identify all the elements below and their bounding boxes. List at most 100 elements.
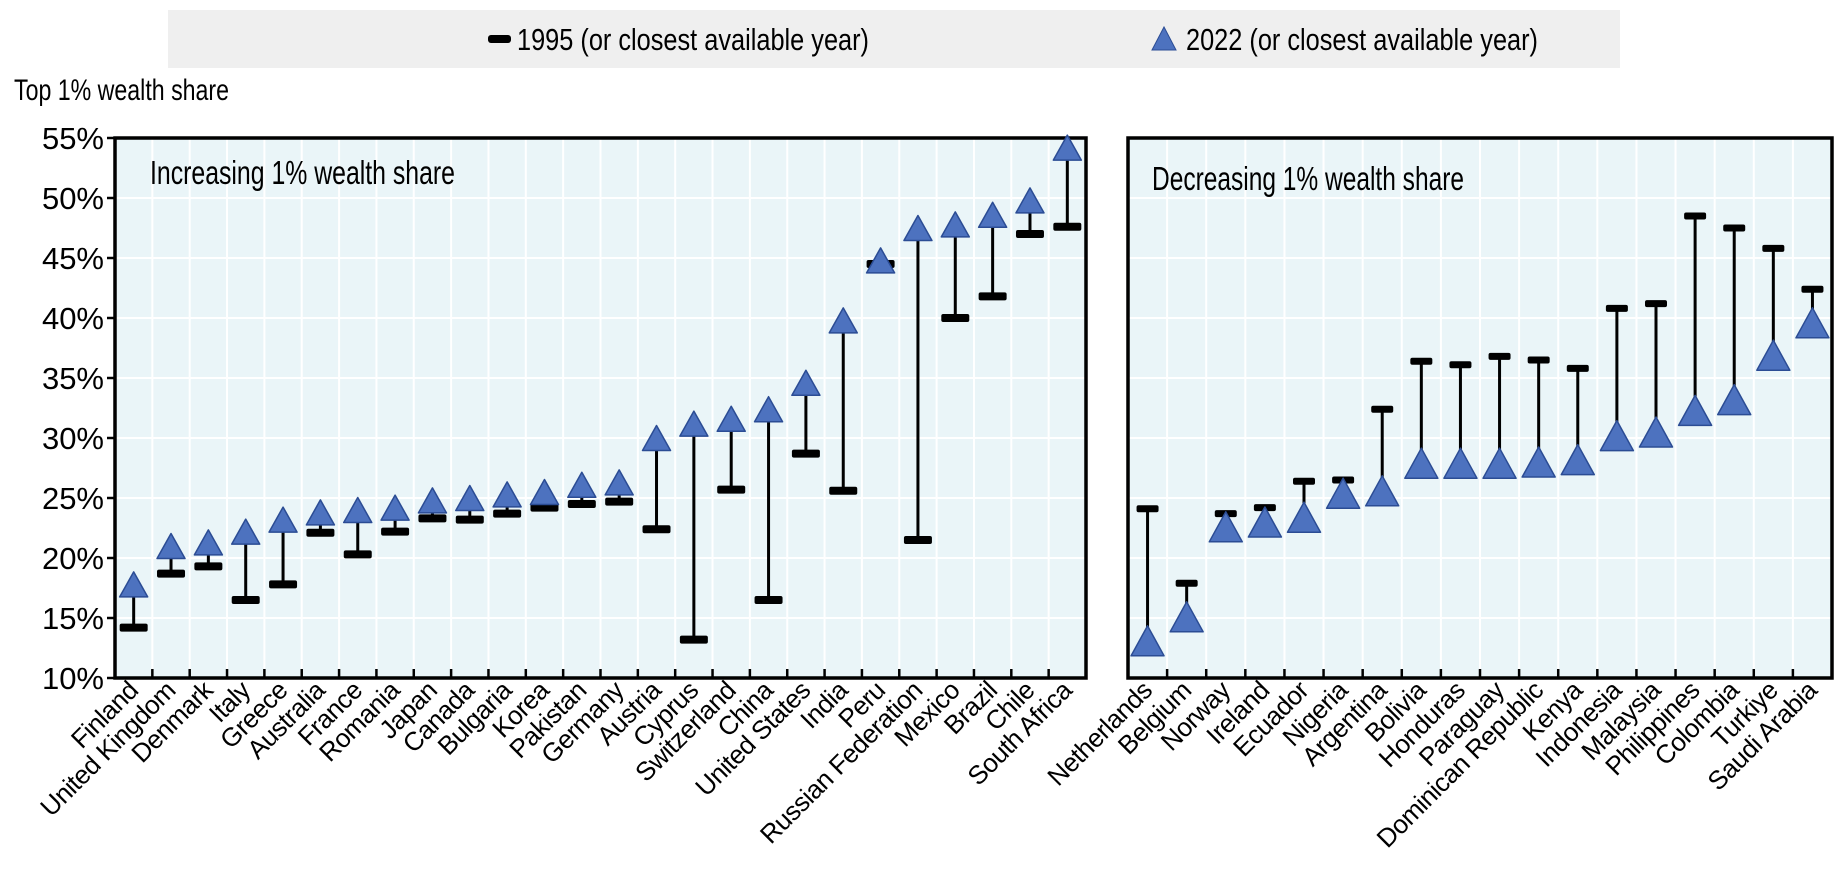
marker-1995-finland — [119, 623, 148, 632]
marker-2022-south-africa — [1052, 134, 1083, 161]
y-tick-label: 10% — [42, 661, 104, 696]
marker-2022-colombia — [1716, 383, 1752, 416]
marker-2022-india — [828, 307, 858, 334]
y-axis-title: Top 1% wealth share — [14, 74, 229, 107]
marker-2022-finland — [118, 571, 149, 598]
marker-1995-italy — [231, 596, 260, 604]
marker-1995-belgium — [1175, 579, 1198, 587]
legend-item-2022-label: 2022 (or closest available year) — [1186, 22, 1538, 57]
marker-1995-germany — [605, 497, 634, 506]
y-tick-label: 20% — [42, 541, 104, 576]
marker-1995-brazil — [978, 292, 1007, 301]
marker-2022-greece — [268, 506, 298, 533]
triangle-icon — [1151, 25, 1177, 51]
legend: 1995 (or closest available year) 2022 (o… — [168, 10, 1620, 68]
marker-1995-indonesia — [1605, 304, 1628, 312]
marker-1995-netherlands — [1136, 505, 1159, 513]
marker-2022-saudi-arabia — [1795, 307, 1830, 339]
marker-2022-korea — [529, 478, 560, 506]
marker-2022-chile — [1015, 187, 1045, 214]
marker-1995-france — [343, 550, 372, 559]
marker-2022-france — [343, 496, 373, 524]
marker-2022-pakistan — [567, 471, 597, 499]
y-tick-label: 35% — [42, 361, 104, 396]
y-tick-label: 55% — [42, 121, 104, 156]
y-tick-label: 40% — [42, 301, 104, 336]
marker-1995-bulgaria — [493, 509, 522, 518]
marker-1995-paraguay — [1488, 352, 1511, 360]
marker-1995-argentina — [1371, 405, 1394, 413]
marker-1995-malaysia — [1645, 300, 1667, 308]
marker-1995-denmark — [194, 562, 223, 571]
plot-border — [113, 136, 1088, 680]
marker-2022-kenya — [1560, 443, 1596, 476]
marker-1995-austria — [642, 525, 671, 534]
marker-1995-ecuador — [1293, 477, 1315, 485]
marker-2022-romania — [380, 494, 410, 521]
marker-2022-australia — [305, 499, 336, 526]
plot-border — [1126, 136, 1834, 680]
panel-caption-decreasing: Decreasing 1% wealth share — [1152, 160, 1464, 197]
marker-1995-switzerland — [717, 485, 746, 494]
y-tick-label: 25% — [42, 481, 104, 516]
marker-1995-dominican-republic — [1527, 356, 1550, 364]
marker-2022-united-kingdom — [156, 532, 186, 560]
marker-2022-honduras — [1443, 447, 1478, 479]
marker-2022-brazil — [977, 201, 1008, 229]
marker-2022-mexico — [940, 211, 971, 238]
y-tick-label: 30% — [42, 421, 104, 456]
y-tick-label: 15% — [42, 601, 104, 636]
marker-1995-greece — [269, 580, 298, 589]
marker-2022-austria — [641, 424, 672, 452]
marker-2022-indonesia — [1599, 419, 1635, 452]
y-tick-label: 45% — [42, 241, 104, 276]
marker-2022-peru — [865, 247, 896, 274]
marker-2022-argentina — [1364, 475, 1400, 507]
marker-2022-united-states — [791, 369, 821, 397]
marker-1995-turkiye — [1762, 244, 1785, 252]
marker-1995-saudi-arabia — [1801, 285, 1824, 293]
marker-2022-russian-federation — [903, 214, 933, 242]
marker-2022-nigeria — [1325, 477, 1361, 509]
marker-2022-germany — [604, 469, 634, 496]
marker-2022-netherlands — [1130, 625, 1165, 657]
marker-1995-china — [754, 596, 783, 604]
marker-2022-cyprus — [679, 410, 709, 437]
marker-1995-honduras — [1449, 361, 1472, 369]
marker-1995-cyprus — [679, 635, 708, 644]
marker-2022-bolivia — [1404, 447, 1439, 479]
marker-2022-italy — [230, 518, 261, 545]
marker-2022-belgium — [1169, 601, 1204, 633]
marker-2022-switzerland — [716, 405, 746, 433]
marker-1995-japan — [418, 514, 447, 523]
marker-2022-ireland — [1247, 506, 1283, 538]
panel-increasing-1-wealth-share: 10%15%20%25%30%35%40%45%50%55%FinlandUni… — [34, 121, 1088, 849]
panels-layer: 10%15%20%25%30%35%40%45%50%55%FinlandUni… — [34, 121, 1834, 853]
marker-1995-united-kingdom — [157, 569, 186, 578]
marker-2022-bulgaria — [492, 481, 522, 508]
marker-1995-india — [829, 486, 858, 495]
legend-item-1995-label: 1995 (or closest available year) — [517, 22, 869, 57]
marker-2022-china — [753, 395, 784, 423]
marker-1995-pakistan — [567, 500, 596, 508]
marker-1995-australia — [306, 528, 335, 537]
legend-background — [168, 10, 1620, 68]
marker-1995-bolivia — [1410, 357, 1433, 365]
marker-2022-japan — [417, 487, 448, 514]
marker-1995-south-africa — [1053, 222, 1082, 231]
marker-2022-malaysia — [1638, 416, 1674, 448]
marker-1995-kenya — [1566, 364, 1589, 372]
y-tick-label: 50% — [42, 181, 104, 216]
marker-2022-denmark — [193, 529, 224, 556]
marker-2022-canada — [455, 484, 485, 512]
panel-decreasing-1-wealth-share: NetherlandsBelgiumNorwayIrelandEcuadorNi… — [1041, 136, 1834, 853]
marker-2022-philippines — [1677, 394, 1713, 427]
marker-2022-turkiye — [1756, 339, 1791, 371]
panel-caption-increasing: Increasing 1% wealth share — [150, 154, 455, 191]
marker-2022-paraguay — [1482, 447, 1517, 479]
marker-1995-chile — [1015, 230, 1044, 238]
marker-1995-canada — [455, 515, 484, 524]
marker-1995-russian-federation — [903, 536, 932, 544]
